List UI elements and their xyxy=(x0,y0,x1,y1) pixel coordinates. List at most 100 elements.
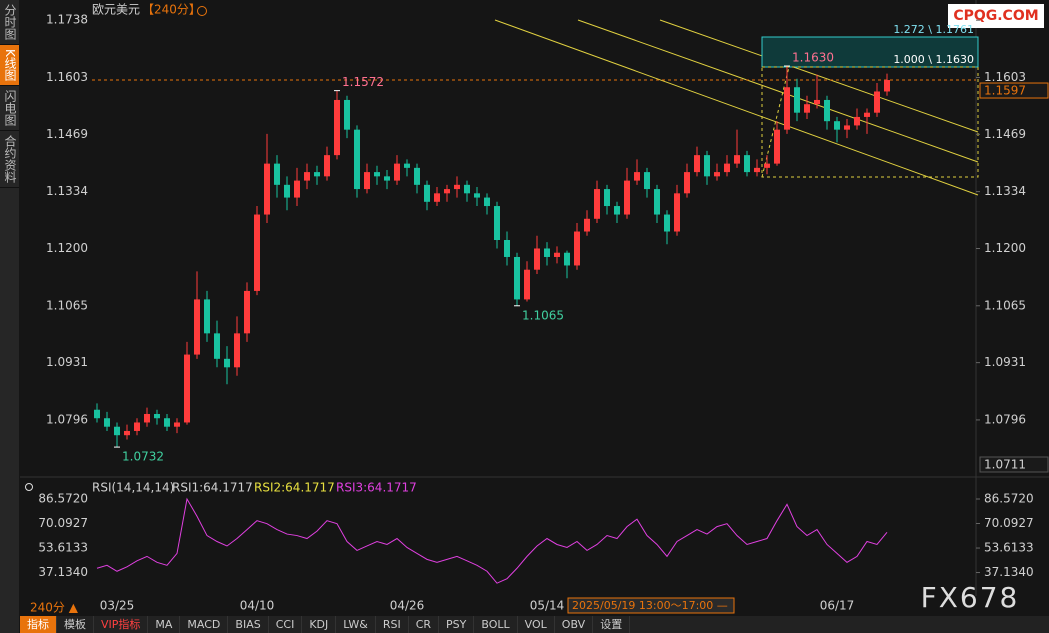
toolbar-item[interactable]: VIP指标 xyxy=(94,616,149,633)
toolbar-item[interactable]: CR xyxy=(409,616,440,633)
y-tick-label: 1.1200 xyxy=(46,241,88,255)
y-tick-label: 1.1334 xyxy=(46,184,88,198)
y-tick-label-right: 1.1334 xyxy=(984,184,1026,198)
toolbar-item[interactable]: BOLL xyxy=(474,616,518,633)
y-tick-label: 1.1603 xyxy=(46,70,88,84)
brand-watermark: FX678 xyxy=(921,581,1020,614)
y-tick-label-right: 1.1065 xyxy=(984,298,1026,312)
y-tick-label-right: 1.0796 xyxy=(984,412,1026,426)
candle-body xyxy=(294,180,300,198)
candle-body xyxy=(854,116,860,126)
side-tab[interactable]: K线图 xyxy=(0,45,19,86)
toolbar-item[interactable]: CCI xyxy=(269,616,303,633)
candle-body xyxy=(444,189,450,194)
y-tick-label-right: 86.5720 xyxy=(984,492,1034,506)
crosshair-time: 2025/05/19 13:00～17:00 — xyxy=(572,599,728,612)
side-tab[interactable]: 分时图 xyxy=(0,0,19,45)
candle-body xyxy=(354,129,360,190)
settings-icon[interactable] xyxy=(197,6,207,16)
candle-body xyxy=(644,172,650,190)
x-tick-label: 03/25 xyxy=(100,599,135,613)
rsi-title: RSI(14,14,14) xyxy=(92,481,174,495)
candle-body xyxy=(694,155,700,173)
low-box xyxy=(979,456,1049,473)
candle-body xyxy=(824,99,830,122)
candle-body xyxy=(214,333,220,359)
candle-body xyxy=(244,290,250,334)
y-tick-label-right: 1.1200 xyxy=(984,241,1026,255)
price-box xyxy=(979,82,1049,99)
toolbar-item[interactable]: PSY xyxy=(439,616,475,633)
toolbar-item[interactable]: MA xyxy=(148,616,181,633)
candle-body xyxy=(764,163,770,168)
candle-body xyxy=(304,172,310,181)
candle-body xyxy=(724,163,730,173)
side-tab[interactable]: 合约资料 xyxy=(0,131,19,188)
toolbar-item[interactable]: BIAS xyxy=(228,616,269,633)
candle-body xyxy=(494,206,500,240)
toolbar: 指标 模板 VIP指标 MA MACD BIAS CCI KDJ LW& RSI CR PSY BOLL… xyxy=(20,616,1049,633)
y-tick-label: 1.1065 xyxy=(46,298,88,312)
candle-body xyxy=(784,87,790,130)
toolbar-item[interactable]: 指标 xyxy=(20,616,57,633)
footer-period[interactable]: 240分 ▲ xyxy=(30,601,79,615)
y-tick-label: 37.1340 xyxy=(38,565,88,579)
fib-range xyxy=(761,66,979,178)
toolbar-item[interactable]: 模板 xyxy=(57,616,94,633)
toolbar-item[interactable]: MACD xyxy=(180,616,229,633)
candle-body xyxy=(184,354,190,423)
candle-body xyxy=(594,189,600,219)
y-tick-label-right: 53.6133 xyxy=(984,541,1034,555)
candle-body xyxy=(254,214,260,291)
y-tick-label-right: 37.1340 xyxy=(984,565,1034,579)
time-box xyxy=(567,597,735,614)
channel-line xyxy=(494,19,979,196)
candle-body xyxy=(574,231,580,266)
candle-body xyxy=(874,91,880,113)
candle-body xyxy=(274,163,280,185)
y-tick-label-right: 1.1469 xyxy=(984,127,1026,141)
period[interactable]: 【240分】 xyxy=(142,3,201,17)
candle-body xyxy=(314,172,320,177)
candle-body xyxy=(424,184,430,202)
x-tick-label: 06/17 xyxy=(820,599,855,613)
candle-body xyxy=(734,155,740,164)
candle-body xyxy=(844,125,850,130)
toolbar-item[interactable]: 设置 xyxy=(593,616,631,633)
candle-body xyxy=(434,193,440,202)
candle-body xyxy=(204,299,210,334)
candle-body xyxy=(414,167,420,185)
candle-body xyxy=(484,197,490,207)
candle-body xyxy=(524,269,530,300)
candle-body xyxy=(394,163,400,181)
candle-body xyxy=(654,189,660,215)
toolbar-item[interactable]: RSI xyxy=(376,616,409,633)
legend-entry: RSI2:64.1717 xyxy=(254,481,335,495)
fib-label: 1.272 \ 1.1761 xyxy=(893,23,974,36)
toolbar-item[interactable]: VOL xyxy=(518,616,555,633)
fib-label: 1.000 \ 1.1630 xyxy=(893,53,974,66)
candle-body xyxy=(614,206,620,215)
side-tab[interactable]: 闪电图 xyxy=(0,86,19,131)
candle-body xyxy=(604,189,610,207)
candle-body xyxy=(364,172,370,190)
candle-body xyxy=(174,422,180,427)
candle-body xyxy=(154,413,160,419)
toolbar-item[interactable]: OBV xyxy=(555,616,594,633)
toolbar-item[interactable]: KDJ xyxy=(302,616,337,633)
rsi-line xyxy=(96,497,888,584)
candle-body xyxy=(504,240,510,257)
legend-entry: RSI1:64.1717 xyxy=(172,481,253,495)
candle-body xyxy=(534,248,540,270)
y-tick-label: 1.0931 xyxy=(46,355,88,369)
y-tick-label-right: 1.0931 xyxy=(984,355,1026,369)
candle-body xyxy=(224,358,230,368)
candle-body xyxy=(194,299,200,355)
extreme-label: 1.1065 xyxy=(522,308,564,322)
y-tick-label: 86.5720 xyxy=(38,492,88,506)
x-tick-label: 04/26 xyxy=(390,599,425,613)
toolbar-item[interactable]: LW& xyxy=(336,616,376,633)
candle-body xyxy=(814,99,820,105)
candle-body xyxy=(864,112,870,117)
